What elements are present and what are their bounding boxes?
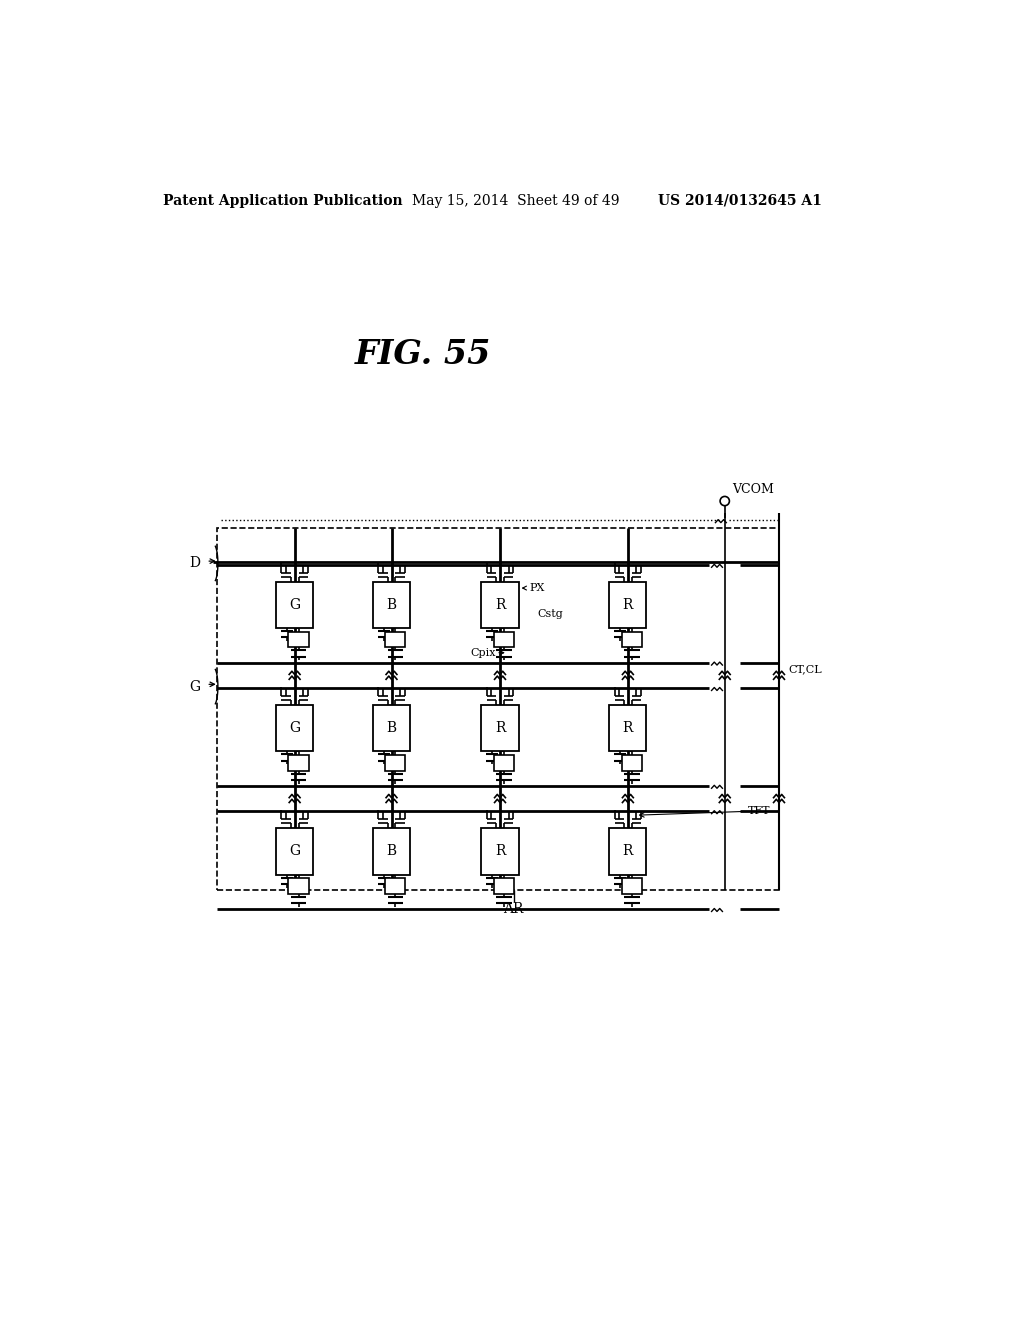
Bar (481, 829, 518, 875)
Bar (276, 829, 313, 875)
Text: G: G (289, 598, 300, 612)
Bar (481, 582, 518, 628)
Bar (276, 705, 313, 751)
Text: R: R (495, 598, 505, 612)
Text: G: G (289, 721, 300, 735)
Text: US 2014/0132645 A1: US 2014/0132645 A1 (658, 194, 822, 207)
Text: B: B (386, 845, 396, 858)
Text: Cstg: Cstg (538, 610, 563, 619)
Text: G: G (189, 680, 200, 693)
Text: VCOM: VCOM (732, 483, 774, 496)
Bar (289, 878, 308, 894)
Text: AR: AR (504, 902, 523, 916)
Bar (494, 755, 514, 771)
Bar (217, 528, 779, 890)
Bar (481, 705, 518, 751)
Bar (622, 632, 642, 647)
Text: Cpix: Cpix (471, 648, 496, 657)
Bar (494, 878, 514, 894)
Bar (289, 632, 308, 647)
Bar (373, 829, 410, 875)
Bar (494, 632, 514, 647)
Bar (373, 582, 410, 628)
Bar (622, 878, 642, 894)
Text: CT,CL: CT,CL (788, 664, 822, 675)
Bar (609, 705, 646, 751)
Bar (609, 829, 646, 875)
Bar (385, 878, 406, 894)
Text: R: R (623, 845, 633, 858)
Text: R: R (495, 721, 505, 735)
Text: R: R (623, 598, 633, 612)
Bar (609, 582, 646, 628)
Bar (385, 755, 406, 771)
Bar (289, 755, 308, 771)
Bar (385, 632, 406, 647)
Text: Patent Application Publication: Patent Application Publication (163, 194, 402, 207)
Text: B: B (386, 721, 396, 735)
Text: PX: PX (529, 583, 545, 593)
Text: TFT: TFT (748, 807, 770, 816)
Text: D: D (189, 557, 200, 570)
Text: B: B (386, 598, 396, 612)
Bar (373, 705, 410, 751)
Bar (276, 582, 313, 628)
Text: G: G (289, 845, 300, 858)
Text: May 15, 2014  Sheet 49 of 49: May 15, 2014 Sheet 49 of 49 (412, 194, 620, 207)
Bar (622, 755, 642, 771)
Text: R: R (623, 721, 633, 735)
Text: R: R (495, 845, 505, 858)
Text: FIG. 55: FIG. 55 (354, 338, 490, 371)
